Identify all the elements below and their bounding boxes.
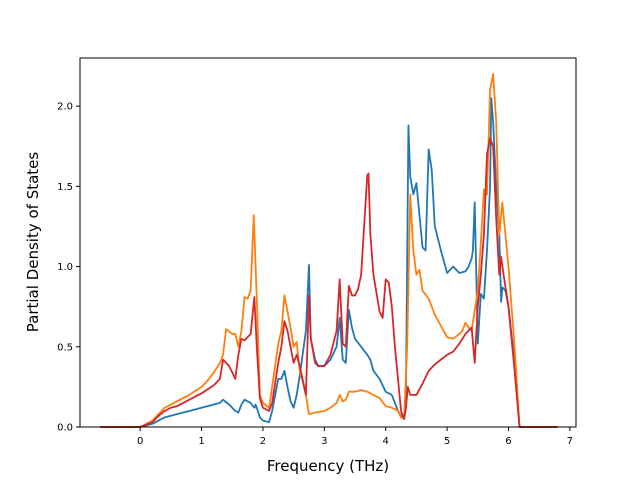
x-axis-label: Frequency (THz) — [267, 457, 389, 475]
x-tick-label: 3 — [321, 436, 327, 447]
series-line-3 — [100, 137, 558, 428]
x-tick-label: 2 — [260, 436, 266, 447]
y-tick-label: 0.0 — [57, 423, 73, 434]
y-tick-label: 1.5 — [57, 182, 73, 193]
y-tick-label: 1.0 — [57, 262, 73, 273]
y-axis-label: Partial Density of States — [24, 152, 42, 333]
y-tick-label: 0.5 — [57, 342, 73, 353]
x-tick-label: 0 — [137, 436, 143, 447]
ticks-layer: 0 1 2 3 4 5 6 7 0.0 0.5 1.0 1.5 2.0 — [57, 102, 573, 447]
series-line-2 — [100, 73, 558, 428]
plot-frame — [79, 57, 577, 428]
x-tick-label: 1 — [198, 436, 204, 447]
x-tick-label: 6 — [505, 436, 511, 447]
x-tick-label: 7 — [567, 436, 573, 447]
x-tick-label: 4 — [383, 436, 389, 447]
y-tick-label: 2.0 — [57, 102, 73, 113]
series-layer — [100, 73, 558, 428]
x-tick-label: 5 — [444, 436, 450, 447]
